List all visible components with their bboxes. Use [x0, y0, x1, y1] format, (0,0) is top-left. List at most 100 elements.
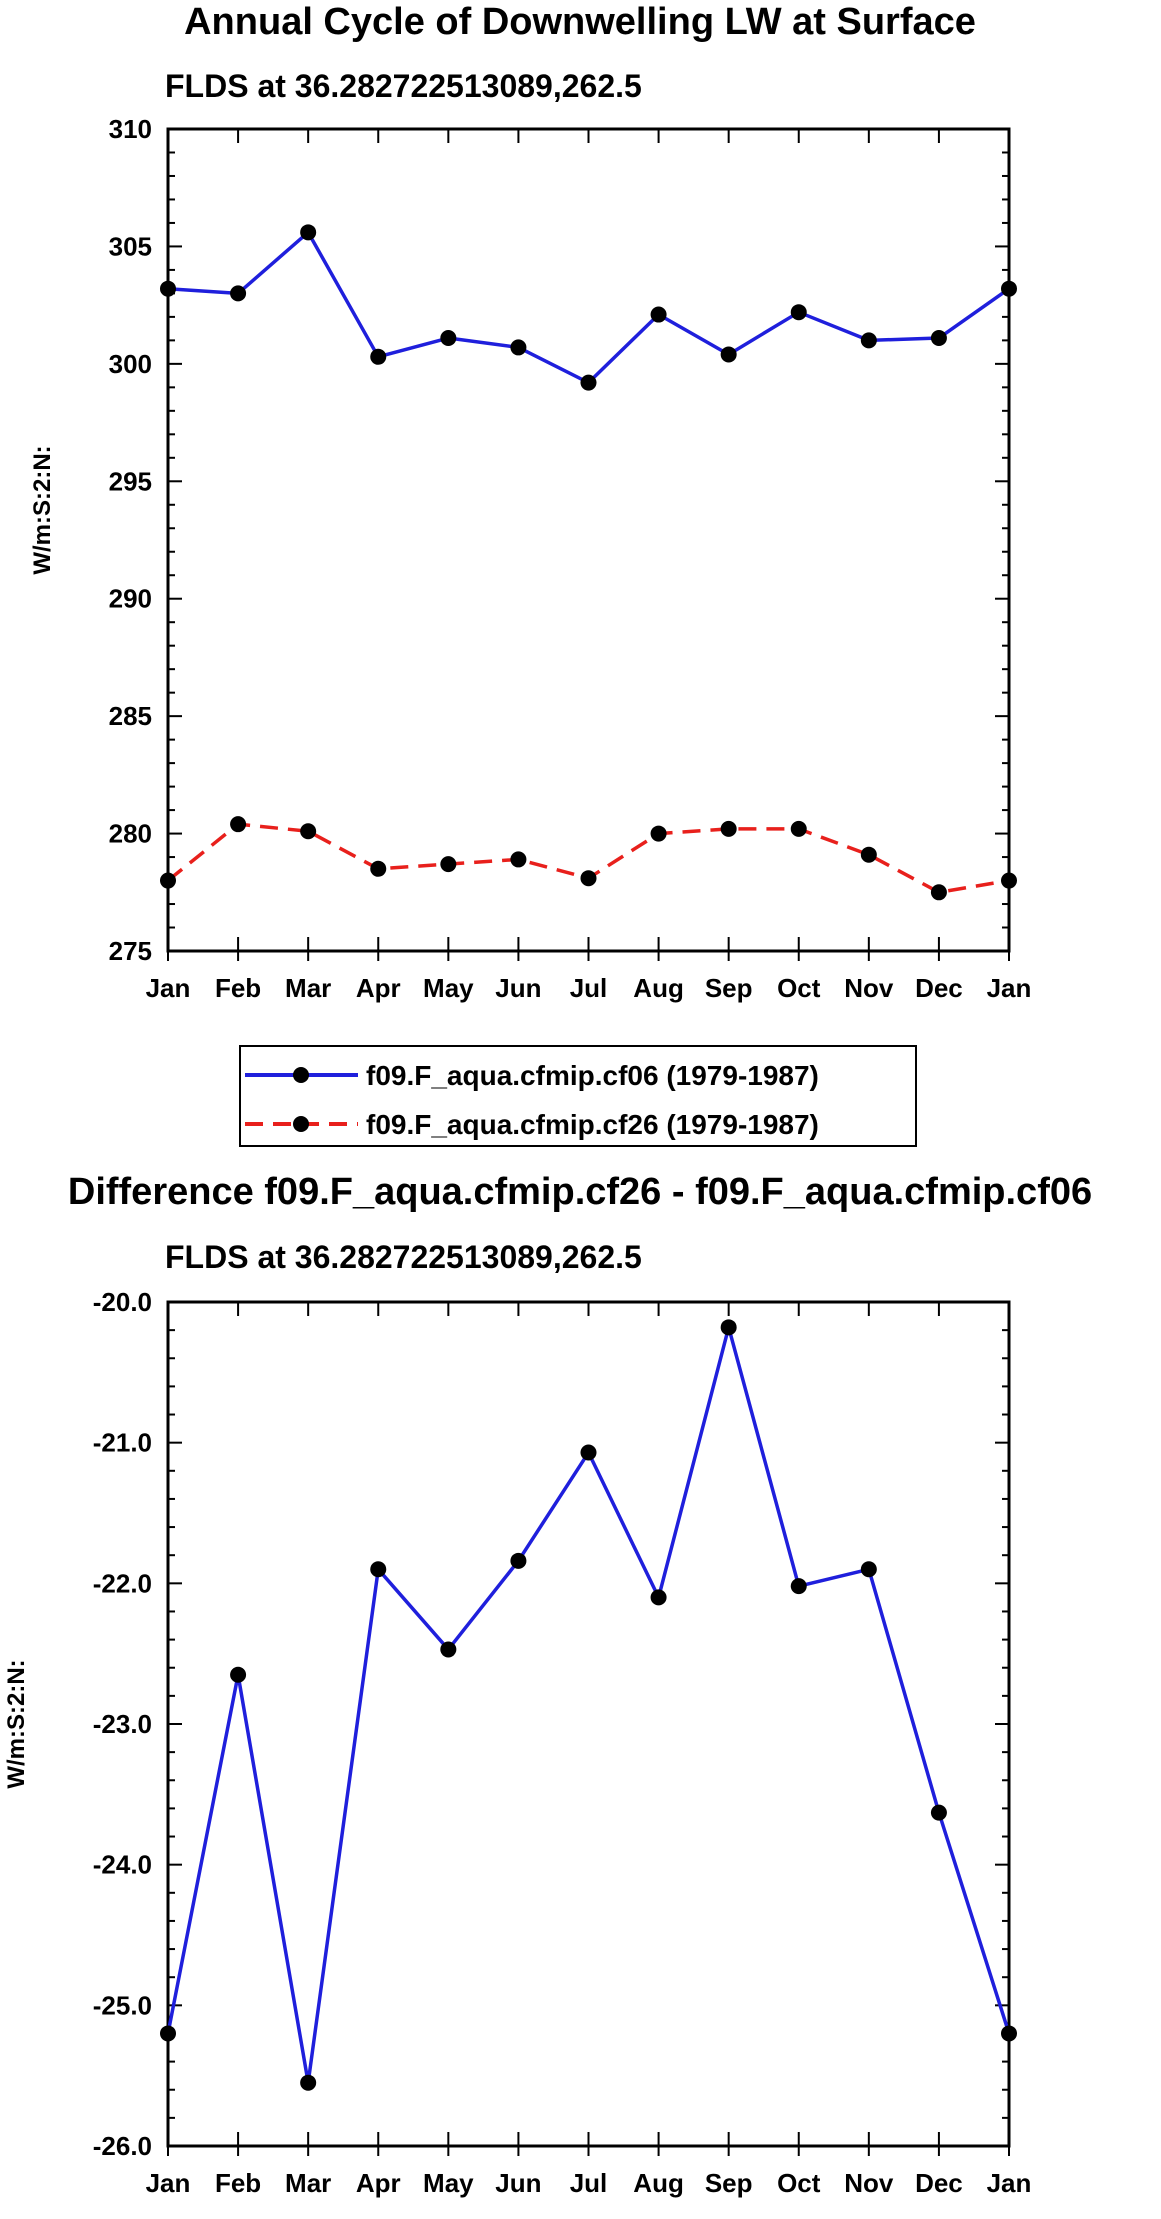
y-tick-label: -20.0: [93, 1287, 152, 1317]
y-tick-label: 300: [109, 349, 152, 379]
series-0-point: [790, 1578, 807, 1595]
chart-1-title: Annual Cycle of Downwelling LW at Surfac…: [184, 1, 976, 43]
legend-frame: [239, 1045, 917, 1147]
series-0-point: [370, 348, 387, 365]
chart-1-y-axis: 275 280 285 290 295 300 305 310: [109, 114, 1009, 966]
y-tick-label: 275: [109, 936, 152, 966]
series-0-point: [720, 346, 737, 363]
difference-chart: Difference f09.F_aqua.cfmip.cf26 - f09.F…: [3, 1171, 1092, 2198]
y-tick-label: -21.0: [93, 1428, 152, 1458]
series-1-point: [650, 825, 667, 842]
series-0-point: [510, 1552, 527, 1569]
y-tick-label: 295: [109, 466, 152, 496]
chart-1-plot-frame: [166, 127, 1011, 953]
x-tick-label: Jul: [570, 2168, 608, 2198]
series-0-point: [650, 1589, 667, 1606]
y-tick-label: -24.0: [93, 1850, 152, 1880]
series-0-point: [370, 1561, 387, 1578]
chart-1-ylabel: W/m:S:2:N:: [29, 445, 56, 574]
series-0-point: [160, 280, 176, 297]
annual-cycle-chart: Annual Cycle of Downwelling LW at Surfac…: [29, 1, 1031, 1003]
x-tick-label: Mar: [285, 973, 331, 1003]
y-tick-label: -23.0: [93, 1709, 152, 1739]
series-line-0: [167, 230, 1011, 385]
x-tick-label: Sep: [705, 973, 753, 1003]
series-1-point: [300, 823, 317, 840]
series-1-point: [1001, 872, 1017, 889]
y-tick-label: -26.0: [93, 2131, 152, 2161]
chart-2-x-axis: Jan Feb Mar Apr May Jun Jul Aug Sep Oct Nov Dec Jan: [146, 1302, 1032, 2198]
x-tick-label: Jan: [987, 973, 1032, 1003]
chart-1-series-layer: [160, 224, 1017, 901]
series-0-point: [930, 1804, 947, 1821]
x-tick-label: Jul: [570, 973, 608, 1003]
y-tick-label: -25.0: [93, 1990, 152, 2020]
x-tick-label: Aug: [633, 973, 684, 1003]
chart-1-subtitle: FLDS at 36.282722513089,262.5: [165, 68, 642, 104]
series-0-point: [1001, 280, 1017, 297]
legend-marker-cf06: [293, 1067, 309, 1083]
series-1-point: [370, 860, 387, 877]
legend-label-cf06: f09.F_aqua.cfmip.cf06 (1979-1987): [366, 1060, 819, 1091]
series-1-point: [790, 820, 807, 837]
series-0-point: [300, 224, 317, 241]
x-tick-label: Jan: [146, 2168, 191, 2198]
x-tick-label: Feb: [215, 2168, 261, 2198]
series-0-point: [230, 285, 247, 302]
x-tick-label: Nov: [844, 2168, 894, 2198]
x-tick-label: Mar: [285, 2168, 331, 2198]
legend-label-cf26: f09.F_aqua.cfmip.cf26 (1979-1987): [366, 1109, 819, 1140]
series-1-point: [440, 856, 457, 873]
series-0-point: [440, 1641, 457, 1658]
x-tick-label: Jun: [495, 2168, 541, 2198]
series-0-point: [930, 330, 947, 347]
x-tick-label: Feb: [215, 973, 261, 1003]
series-1-point: [160, 872, 176, 889]
series-0-point: [440, 330, 457, 347]
series-0-point: [510, 339, 527, 356]
series-1-point: [230, 816, 247, 833]
x-tick-label: Dec: [915, 973, 963, 1003]
x-tick-label: Oct: [777, 2168, 821, 2198]
chart-2-ylabel: W/m:S:2:N:: [3, 1659, 30, 1788]
y-tick-label: -22.0: [93, 1568, 152, 1598]
series-0-point: [650, 306, 667, 323]
series-0-point: [790, 304, 807, 321]
series-0-point: [1001, 2025, 1017, 2042]
series-0-point: [300, 2074, 317, 2091]
x-tick-label: Dec: [915, 2168, 963, 2198]
y-tick-label: 310: [109, 114, 152, 144]
chart-2-y-axis: -26.0 -25.0 -24.0 -23.0 -22.0 -21.0 -20.0: [93, 1287, 1009, 2161]
series-1-point: [580, 870, 597, 887]
chart-2-series-layer: [160, 1319, 1017, 2091]
series-1-point: [860, 846, 877, 863]
series-0-point: [160, 2025, 176, 2042]
x-tick-label: Aug: [633, 2168, 684, 2198]
series-0-point: [860, 1561, 877, 1578]
x-tick-label: May: [423, 2168, 474, 2198]
y-tick-label: 305: [109, 231, 152, 261]
y-tick-label: 290: [109, 584, 152, 614]
series-0-point: [230, 1666, 247, 1683]
x-tick-label: Apr: [356, 973, 401, 1003]
x-tick-label: Jun: [495, 973, 541, 1003]
x-tick-label: Jan: [146, 973, 191, 1003]
series-0-point: [580, 374, 597, 391]
series-0-point: [860, 332, 877, 349]
x-tick-label: Jan: [987, 2168, 1032, 2198]
chart-1-x-axis: Jan Feb Mar Apr May Jun Jul Aug Sep Oct Nov Dec Jan: [146, 129, 1032, 1003]
x-tick-label: Oct: [777, 973, 821, 1003]
series-1-point: [510, 851, 527, 868]
x-tick-label: Nov: [844, 973, 894, 1003]
x-tick-label: May: [423, 973, 474, 1003]
series-0-point: [580, 1444, 597, 1461]
y-tick-label: 280: [109, 819, 152, 849]
chart-2-title: Difference f09.F_aqua.cfmip.cf26 - f09.F…: [68, 1171, 1092, 1213]
chart-2-plot-frame: [166, 1300, 1011, 2148]
chart-2-subtitle: FLDS at 36.282722513089,262.5: [165, 1239, 642, 1275]
x-tick-label: Sep: [705, 2168, 753, 2198]
series-1-point: [720, 820, 737, 837]
x-tick-label: Apr: [356, 2168, 401, 2198]
series-1-point: [930, 884, 947, 901]
